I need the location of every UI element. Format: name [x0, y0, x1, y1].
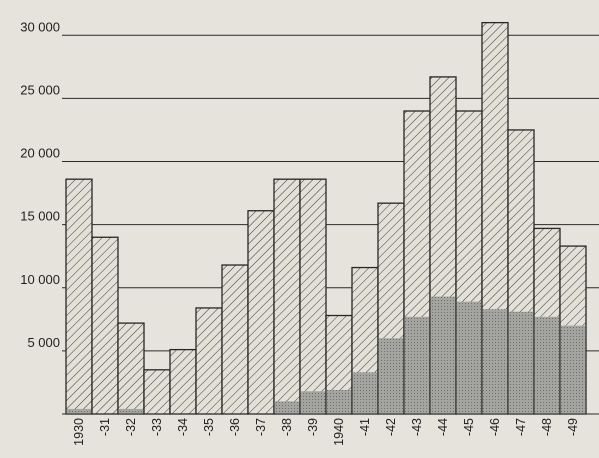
- bar-inner--44: [430, 296, 456, 414]
- bar-total--31: [91, 236, 119, 415]
- x-tick-label: -46: [488, 418, 502, 436]
- bar-inner--46: [482, 309, 508, 414]
- y-tick-label: 15 000: [20, 209, 60, 224]
- bar-total--39: [299, 178, 327, 415]
- bar-inner-1930: [66, 408, 92, 414]
- x-tick-label: -32: [124, 418, 138, 436]
- x-tick-label: -33: [150, 418, 164, 436]
- bar-total--33: [143, 369, 171, 415]
- bar-inner--49: [560, 325, 586, 414]
- y-axis-ticks: 5 000 10 000 15 000 20 000 25 000 30 000: [20, 19, 60, 350]
- x-tick-label: -37: [254, 418, 268, 436]
- x-tick-label: -42: [384, 418, 398, 436]
- y-tick-label: 10 000: [20, 272, 60, 287]
- y-tick-label: 30 000: [20, 19, 60, 34]
- bar-inner--38: [274, 401, 300, 414]
- x-tick-label: -31: [98, 418, 112, 436]
- x-tick-label: -45: [462, 418, 476, 436]
- x-tick-label: -47: [514, 418, 528, 436]
- x-tick-label: -34: [176, 418, 190, 436]
- bar-total--32: [117, 322, 145, 415]
- y-tick-label: 25 000: [20, 82, 60, 97]
- y-tick-label: 5 000: [27, 335, 60, 350]
- x-tick-label: -49: [566, 418, 580, 436]
- x-tick-label: 1930: [72, 418, 86, 446]
- bar-total--35: [195, 307, 223, 415]
- x-tick-label: -35: [202, 418, 216, 436]
- x-tick-label: 1940: [332, 418, 346, 446]
- bar-inner--39: [300, 391, 326, 414]
- bar-inner--32: [118, 408, 144, 414]
- x-tick-label: -38: [280, 418, 294, 436]
- bar-total-1930: [65, 178, 93, 415]
- bar-inner--45: [456, 301, 482, 414]
- x-tick-label: -39: [306, 418, 320, 436]
- x-tick-label: -43: [410, 418, 424, 436]
- x-axis-ticks: 1930 -31 -32 -33 -34 -35 -36 -37 -38 -39 1940 -41 -4…: [72, 418, 580, 446]
- x-tick-label: -48: [540, 418, 554, 436]
- bar-inner-1940: [326, 390, 352, 414]
- x-tick-label: -36: [228, 418, 242, 436]
- bar-inner--42: [378, 338, 404, 414]
- bar-inner--41: [352, 372, 378, 414]
- bar-inner--43: [404, 316, 430, 414]
- bar-total--36: [221, 264, 249, 415]
- bar-inner--47: [508, 311, 534, 414]
- bar-inner--48: [534, 316, 560, 414]
- bar-total--38: [273, 178, 301, 415]
- x-tick-label: -44: [436, 418, 450, 436]
- x-tick-label: -41: [358, 418, 372, 436]
- bar-total--34: [169, 348, 197, 415]
- bar-total--37: [247, 210, 275, 415]
- bars: [65, 21, 587, 415]
- y-tick-label: 20 000: [20, 146, 60, 161]
